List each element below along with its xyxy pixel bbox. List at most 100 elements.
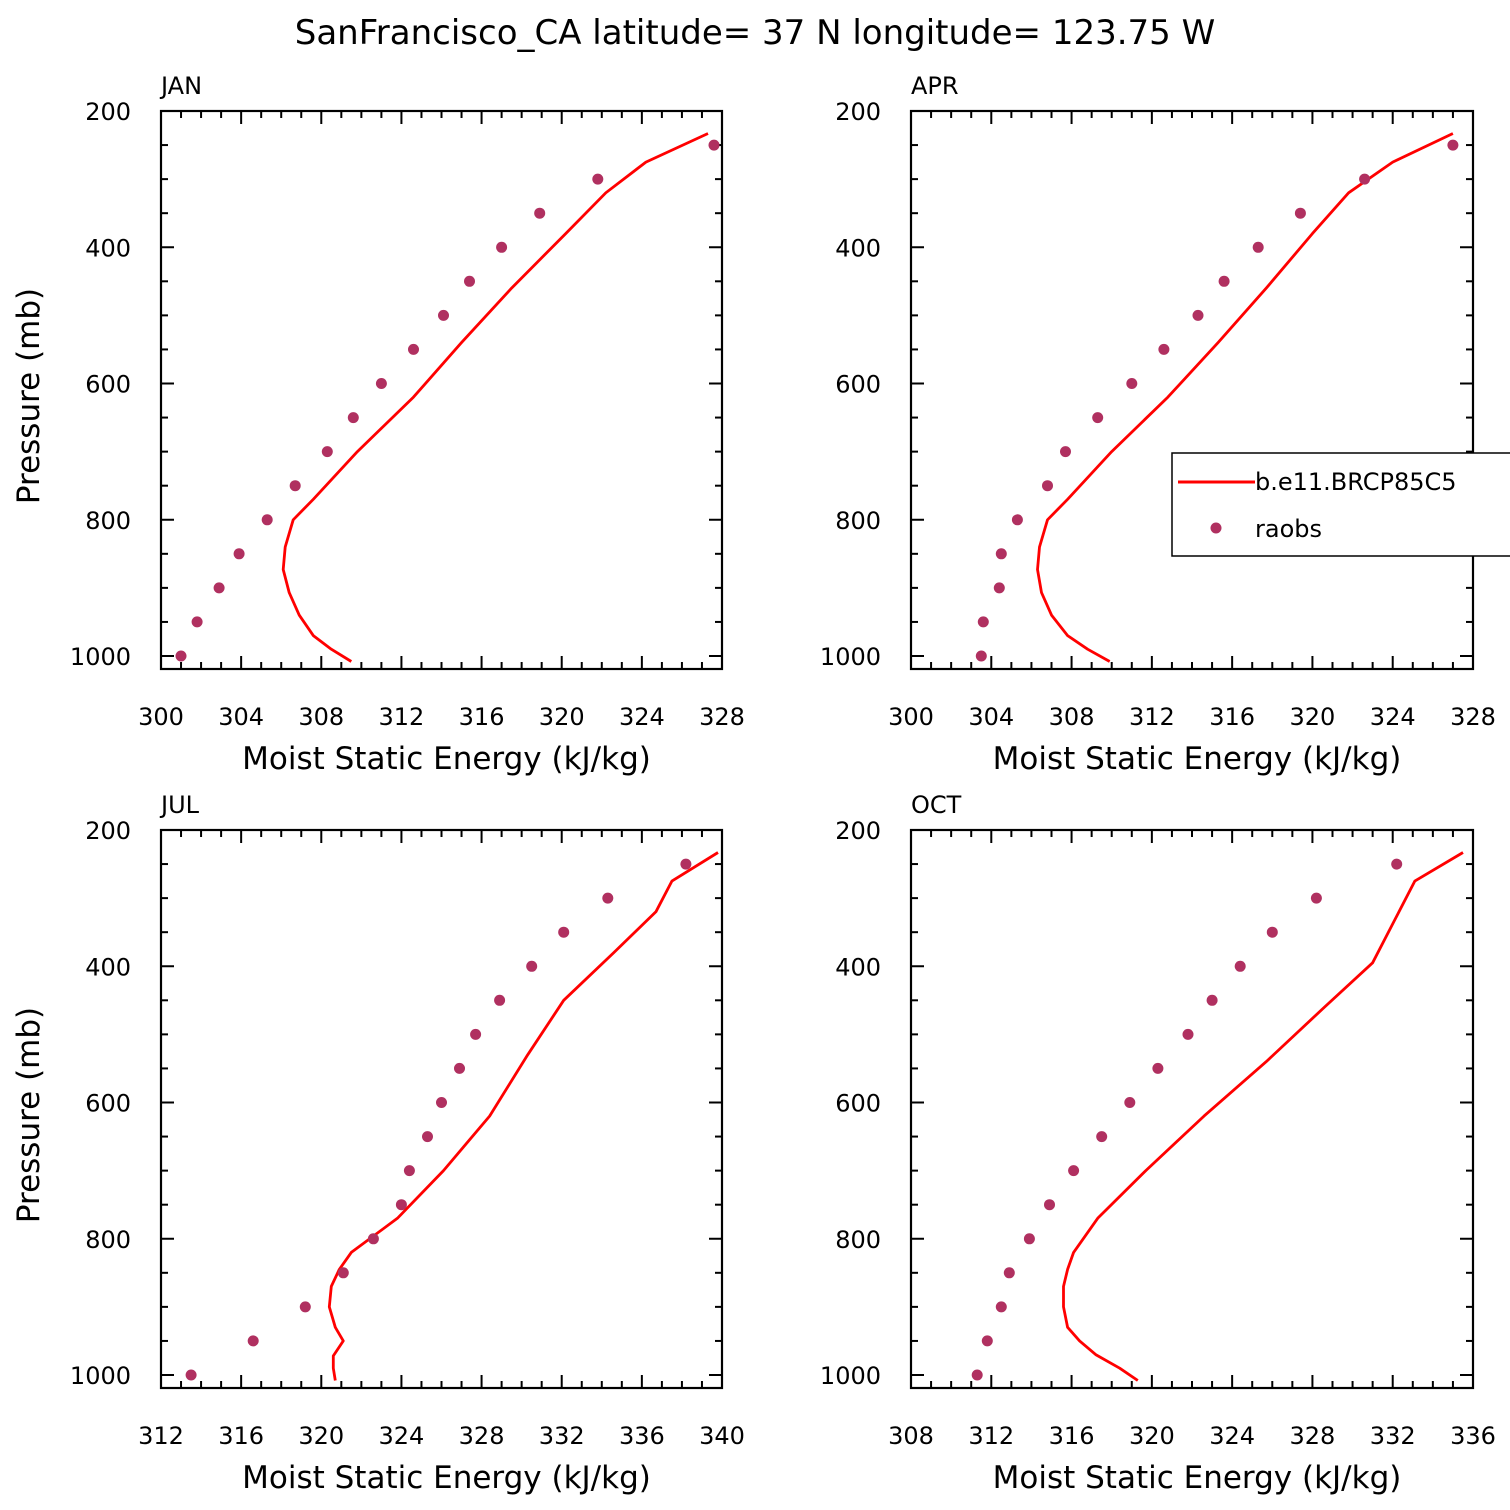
raobs-point [981, 1335, 993, 1347]
raobs-point [375, 378, 387, 389]
raobs-point [289, 480, 301, 492]
raobs-point [558, 926, 570, 938]
raobs-point [1182, 1028, 1194, 1040]
raobs-point [1003, 1267, 1015, 1279]
x-tick-label: 308 [1049, 703, 1095, 731]
y-tick-label: 200 [85, 98, 131, 126]
x-tick-label: 316 [1209, 703, 1255, 731]
raobs-point [1310, 892, 1322, 904]
panel-oct: OCT 308 312 316 320 324 328 332 336 200 400 600 800 1… [820, 791, 1496, 1496]
x-tick-label: 332 [539, 1422, 585, 1450]
y-tick-label: 1000 [70, 643, 131, 671]
raobs-point [464, 275, 475, 287]
raobs-point [191, 616, 203, 628]
y-tick-label: 600 [835, 1090, 881, 1118]
y-tick-label: 400 [85, 234, 131, 262]
raobs-point [995, 548, 1007, 560]
x-tick-label: 316 [218, 1422, 264, 1450]
y-tick-label: 200 [85, 817, 131, 845]
model-profile-line [281, 132, 709, 663]
y-tick-label: 1000 [820, 1362, 881, 1390]
raobs-point [708, 139, 720, 151]
panel-label: OCT [911, 791, 962, 819]
y-tick-label: 600 [85, 1090, 131, 1118]
raobs-point [395, 1199, 407, 1211]
figure-title: SanFrancisco_CA latitude= 37 N longitude… [295, 13, 1216, 53]
legend-obs-label: raobs [1255, 515, 1322, 543]
x-tick-label: 320 [1129, 1422, 1175, 1450]
raobs-point [1023, 1233, 1035, 1245]
x-tick-label: 328 [1290, 1422, 1336, 1450]
raobs-point [321, 446, 333, 458]
raobs-point [367, 1233, 379, 1245]
model-profile-line [327, 851, 719, 1381]
x-tick-label: 324 [619, 703, 665, 731]
raobs-point [680, 858, 692, 870]
x-tick-label: 312 [968, 1422, 1014, 1450]
panel-apr: APR 300 304 308 312 316 320 324 328 200 400 600 800 1… [820, 72, 1496, 777]
raobs-point [1391, 858, 1403, 870]
raobs-point [403, 1165, 415, 1177]
y-tick-label: 400 [835, 953, 881, 981]
raobs-point [1152, 1062, 1164, 1074]
x-tick-label: 332 [1370, 1422, 1416, 1450]
y-tick-label: 200 [835, 817, 881, 845]
raobs-point [1092, 412, 1104, 424]
raobs-point [496, 241, 508, 253]
x-tick-label: 312 [138, 1422, 184, 1450]
x-tick-label: 320 [298, 1422, 344, 1450]
x-tick-label: 328 [1450, 703, 1496, 731]
raobs-point [261, 514, 273, 526]
x-tick-label: 312 [379, 703, 425, 731]
y-tick-label: 800 [835, 507, 881, 535]
y-axis-label: Pressure (mb) [11, 1007, 47, 1223]
raobs-point [1294, 207, 1306, 219]
panel-jul: JUL 312 316 320 324 328 332 336 340 200 400 600 800 1… [11, 791, 745, 1496]
raobs-point [1068, 1165, 1080, 1177]
x-tick-label: 316 [459, 703, 505, 731]
x-tick-label: 300 [888, 703, 934, 731]
y-tick-label: 200 [835, 98, 881, 126]
raobs-point [1011, 514, 1023, 526]
raobs-point [299, 1301, 311, 1313]
y-tick-label: 800 [85, 1226, 131, 1254]
y-tick-label: 600 [85, 371, 131, 399]
legend: b.e11.BRCP85C5 raobs [1171, 452, 1510, 557]
x-tick-label: 324 [1370, 703, 1416, 731]
y-tick-label: 800 [85, 507, 131, 535]
raobs-point [1359, 173, 1371, 185]
y-tick-label: 800 [835, 1226, 881, 1254]
legend-box [1171, 452, 1510, 557]
raobs-point [247, 1335, 259, 1347]
x-tick-label: 308 [298, 703, 344, 731]
plot-frame [159, 109, 724, 671]
x-tick-label: 328 [699, 703, 745, 731]
legend-obs-marker [1210, 522, 1222, 534]
raobs-point [213, 582, 225, 594]
raobs-point [1206, 994, 1218, 1006]
raobs-point [977, 616, 989, 628]
x-tick-label: 324 [379, 1422, 425, 1450]
raobs-point [470, 1028, 482, 1040]
x-axis-label: Moist Static Energy (kJ/kg) [993, 741, 1402, 777]
panel-label: APR [911, 72, 959, 100]
raobs-point [337, 1267, 349, 1279]
raobs-point [1192, 309, 1204, 321]
y-tick-label: 600 [835, 371, 881, 399]
raobs-point [995, 1301, 1007, 1313]
y-tick-label: 400 [85, 953, 131, 981]
raobs-point [185, 1369, 197, 1381]
x-tick-label: 320 [1290, 703, 1336, 731]
y-axis-label: Pressure (mb) [11, 288, 47, 504]
raobs-point [436, 1097, 447, 1108]
x-tick-label: 328 [459, 1422, 505, 1450]
x-tick-label: 336 [619, 1422, 665, 1450]
raobs-point [438, 309, 449, 321]
x-tick-label: 336 [1450, 1422, 1496, 1450]
x-axis-label: Moist Static Energy (kJ/kg) [993, 1460, 1402, 1496]
raobs-point [233, 548, 245, 560]
x-axis-label: Moist Static Energy (kJ/kg) [242, 1460, 651, 1496]
raobs-point [592, 173, 604, 185]
raobs-point [1126, 378, 1138, 389]
